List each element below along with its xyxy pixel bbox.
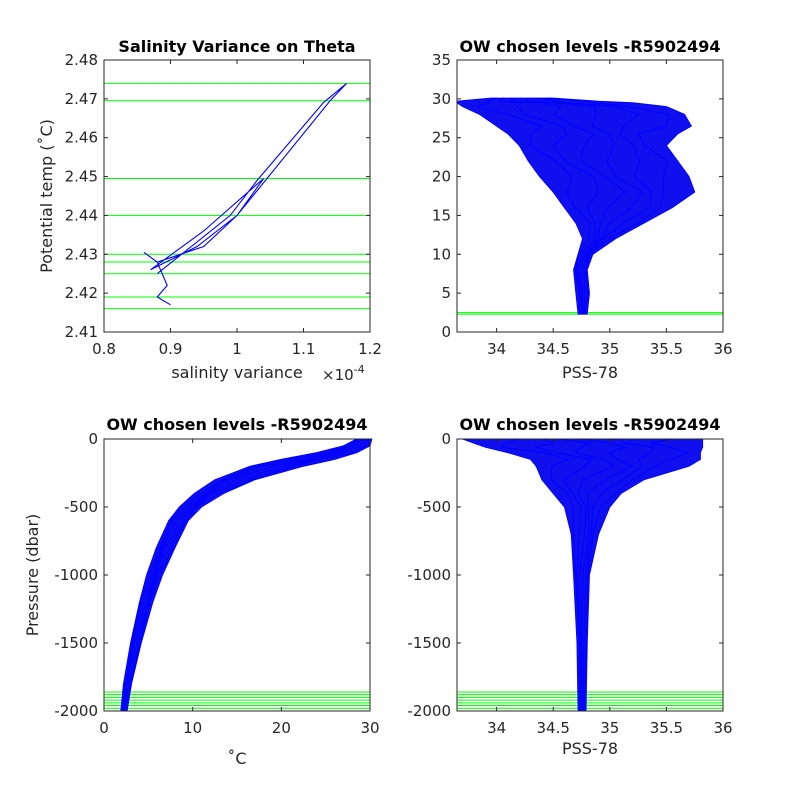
panel-3-y-tick-label: 0: [88, 430, 98, 448]
panel-1-x-tick-label: 1.1: [292, 340, 316, 358]
panel-1-ticks: 0.8 0.9 1 1.1 1.2 2.41 2.42 2.43 2.44 2.45 2.46 2.4…: [65, 51, 382, 358]
panel-4-y-tick-label: -1000: [407, 566, 451, 584]
panel-3-marks: [104, 438, 373, 712]
panel-4-y-tick-label: -2000: [407, 702, 451, 720]
panel-2-marks: [456, 97, 723, 315]
panel-3-ticks: 0 10 20 30 -2000 -1500 -1000 -500 0: [54, 430, 379, 737]
panel-2-x-tick-label: 34.5: [537, 340, 570, 358]
panel-3-x-tick-label: 20: [272, 719, 291, 737]
panel-4-x-tick-label: 35.5: [650, 719, 683, 737]
panel-1-xlabel: salinity variance: [171, 363, 302, 382]
panel-4-profile-line: [499, 438, 580, 711]
panel-1-x-tick-label: 0.8: [92, 340, 116, 358]
panel-2-ticks: 34 34.5 35 35.5 36 0 5 10 15 20 25 30 35: [432, 51, 733, 358]
panel-1-y-tick-label: 2.47: [65, 90, 98, 108]
panel-salinity-variance-on-theta: Salinity Variance on Theta 0.8 0.9 1 1.1 1.2…: [37, 37, 382, 384]
panel-4-x-tick-label: 35: [600, 719, 619, 737]
panel-3-axes-box: [103, 438, 371, 712]
panel-2-y-tick-label: 20: [432, 168, 451, 186]
panel-4-ticks: 34 34.5 35 35.5 36 -2000 -1500 -1000 -500 0: [407, 430, 732, 737]
panel-2-x-tick-label: 36: [713, 340, 732, 358]
panel-3-xlabel: ˚C: [227, 749, 246, 768]
panel-4-y-tick-label: 0: [441, 430, 451, 448]
panel-3-profile-line: [124, 438, 369, 712]
panel-3-profile-line: [121, 438, 359, 712]
panel-3-profile-line: [125, 438, 370, 712]
panel-1-y-tick-label: 2.43: [65, 245, 98, 263]
panel-2-y-tick-label: 15: [432, 206, 451, 224]
panel-3-y-tick-label: -1000: [54, 566, 98, 584]
panel-3-profile-line: [122, 438, 361, 712]
panel-3-ylabel: Pressure (dbar): [23, 514, 42, 637]
panel-2-profile-line: [475, 97, 591, 315]
panel-3-profile-line: [123, 438, 365, 712]
panel-1-y-tick-label: 2.45: [65, 168, 98, 186]
panel-2-y-tick-label: 35: [432, 51, 451, 69]
panel-1-y-tick-label: 2.41: [65, 323, 98, 341]
panel-1-y-tick-label: 2.44: [65, 206, 98, 224]
panel-2-profile-line: [508, 97, 626, 315]
panel-1-x-exponent-power: -4: [354, 363, 365, 376]
panel-3-x-tick-label: 0: [99, 719, 109, 737]
panel-4-profile-line: [535, 438, 594, 712]
panel-3-profile-envelope: [120, 438, 373, 712]
panel-4-profile-line: [580, 438, 634, 712]
panel-1-x-exponent-base: ×10: [322, 366, 354, 384]
panel-3-y-tick-label: -2000: [54, 702, 98, 720]
panel-3-x-tick-label: 10: [183, 719, 202, 737]
panel-1-x-tick-label: 0.9: [159, 340, 183, 358]
panel-ow-levels-salinity-theta: OW chosen levels -R5902494 34 34.5 35 35.5 3…: [432, 37, 733, 382]
panel-1-y-tick-label: 2.42: [65, 284, 98, 302]
panel-4-profile-line: [558, 438, 615, 712]
panel-ow-levels-salinity-pressure: OW chosen levels -R5902494 34 34.5 35 35.5 3…: [407, 415, 732, 758]
panel-2-x-tick-label: 35: [600, 340, 619, 358]
panel-2-profile-line: [539, 97, 653, 315]
panel-4-axes-box: [456, 438, 724, 712]
panel-ow-levels-temperature-pressure: OW chosen levels -R5902494 0 10 20 30 -2000 -…: [23, 415, 380, 768]
panel-2-x-tick-label: 35.5: [650, 340, 683, 358]
panel-3-y-tick-label: -1500: [54, 634, 98, 652]
panel-2-x-tick-label: 34: [487, 340, 506, 358]
panel-2-y-tick-label: 10: [432, 245, 451, 263]
panel-1-title: Salinity Variance on Theta: [118, 37, 355, 56]
panel-2-title: OW chosen levels -R5902494: [459, 37, 720, 56]
panel-1-x-tick-label: 1: [232, 340, 242, 358]
panel-1-y-tick-label: 2.48: [65, 51, 98, 69]
panel-2-y-tick-label: 30: [432, 90, 451, 108]
panel-4-title: OW chosen levels -R5902494: [459, 415, 720, 434]
panel-4-marks: [457, 438, 723, 712]
panel-3-profile-line: [123, 438, 367, 712]
panel-1-axes-box: [103, 59, 371, 333]
panel-2-axes-box: [456, 59, 724, 333]
panel-4-profile-line: [583, 438, 689, 712]
panel-2-xlabel: PSS-78: [562, 363, 618, 382]
panel-2-y-tick-label: 0: [441, 323, 451, 341]
panel-3-title: OW chosen levels -R5902494: [106, 415, 367, 434]
panel-4-y-tick-label: -1500: [407, 634, 451, 652]
panel-1-y-tick-label: 2.46: [65, 129, 98, 147]
panel-1-marks: [104, 82, 370, 310]
panel-4-x-tick-label: 34.5: [537, 719, 570, 737]
panel-3-y-tick-label: -500: [64, 498, 98, 516]
panel-2-y-tick-label: 5: [441, 284, 451, 302]
panel-4-x-tick-label: 34: [487, 719, 506, 737]
panel-2-profile-line: [526, 97, 643, 315]
panel-2-y-tick-label: 25: [432, 129, 451, 147]
panel-1-ylabel: Potential temp (˚C): [37, 119, 56, 273]
panel-4-profile-line: [582, 438, 655, 712]
panel-1-x-exponent: ×10-4: [322, 363, 365, 384]
panel-4-y-tick-label: -500: [417, 498, 451, 516]
panel-1-variance-line: [143, 82, 348, 306]
panel-2-profile-line: [546, 97, 670, 315]
panel-1-x-tick-label: 1.2: [358, 340, 382, 358]
panel-3-x-tick-label: 30: [360, 719, 379, 737]
panel-4-xlabel: PSS-78: [562, 739, 618, 758]
panel-2-profile-line: [497, 97, 599, 315]
panel-4-x-tick-label: 36: [713, 719, 732, 737]
